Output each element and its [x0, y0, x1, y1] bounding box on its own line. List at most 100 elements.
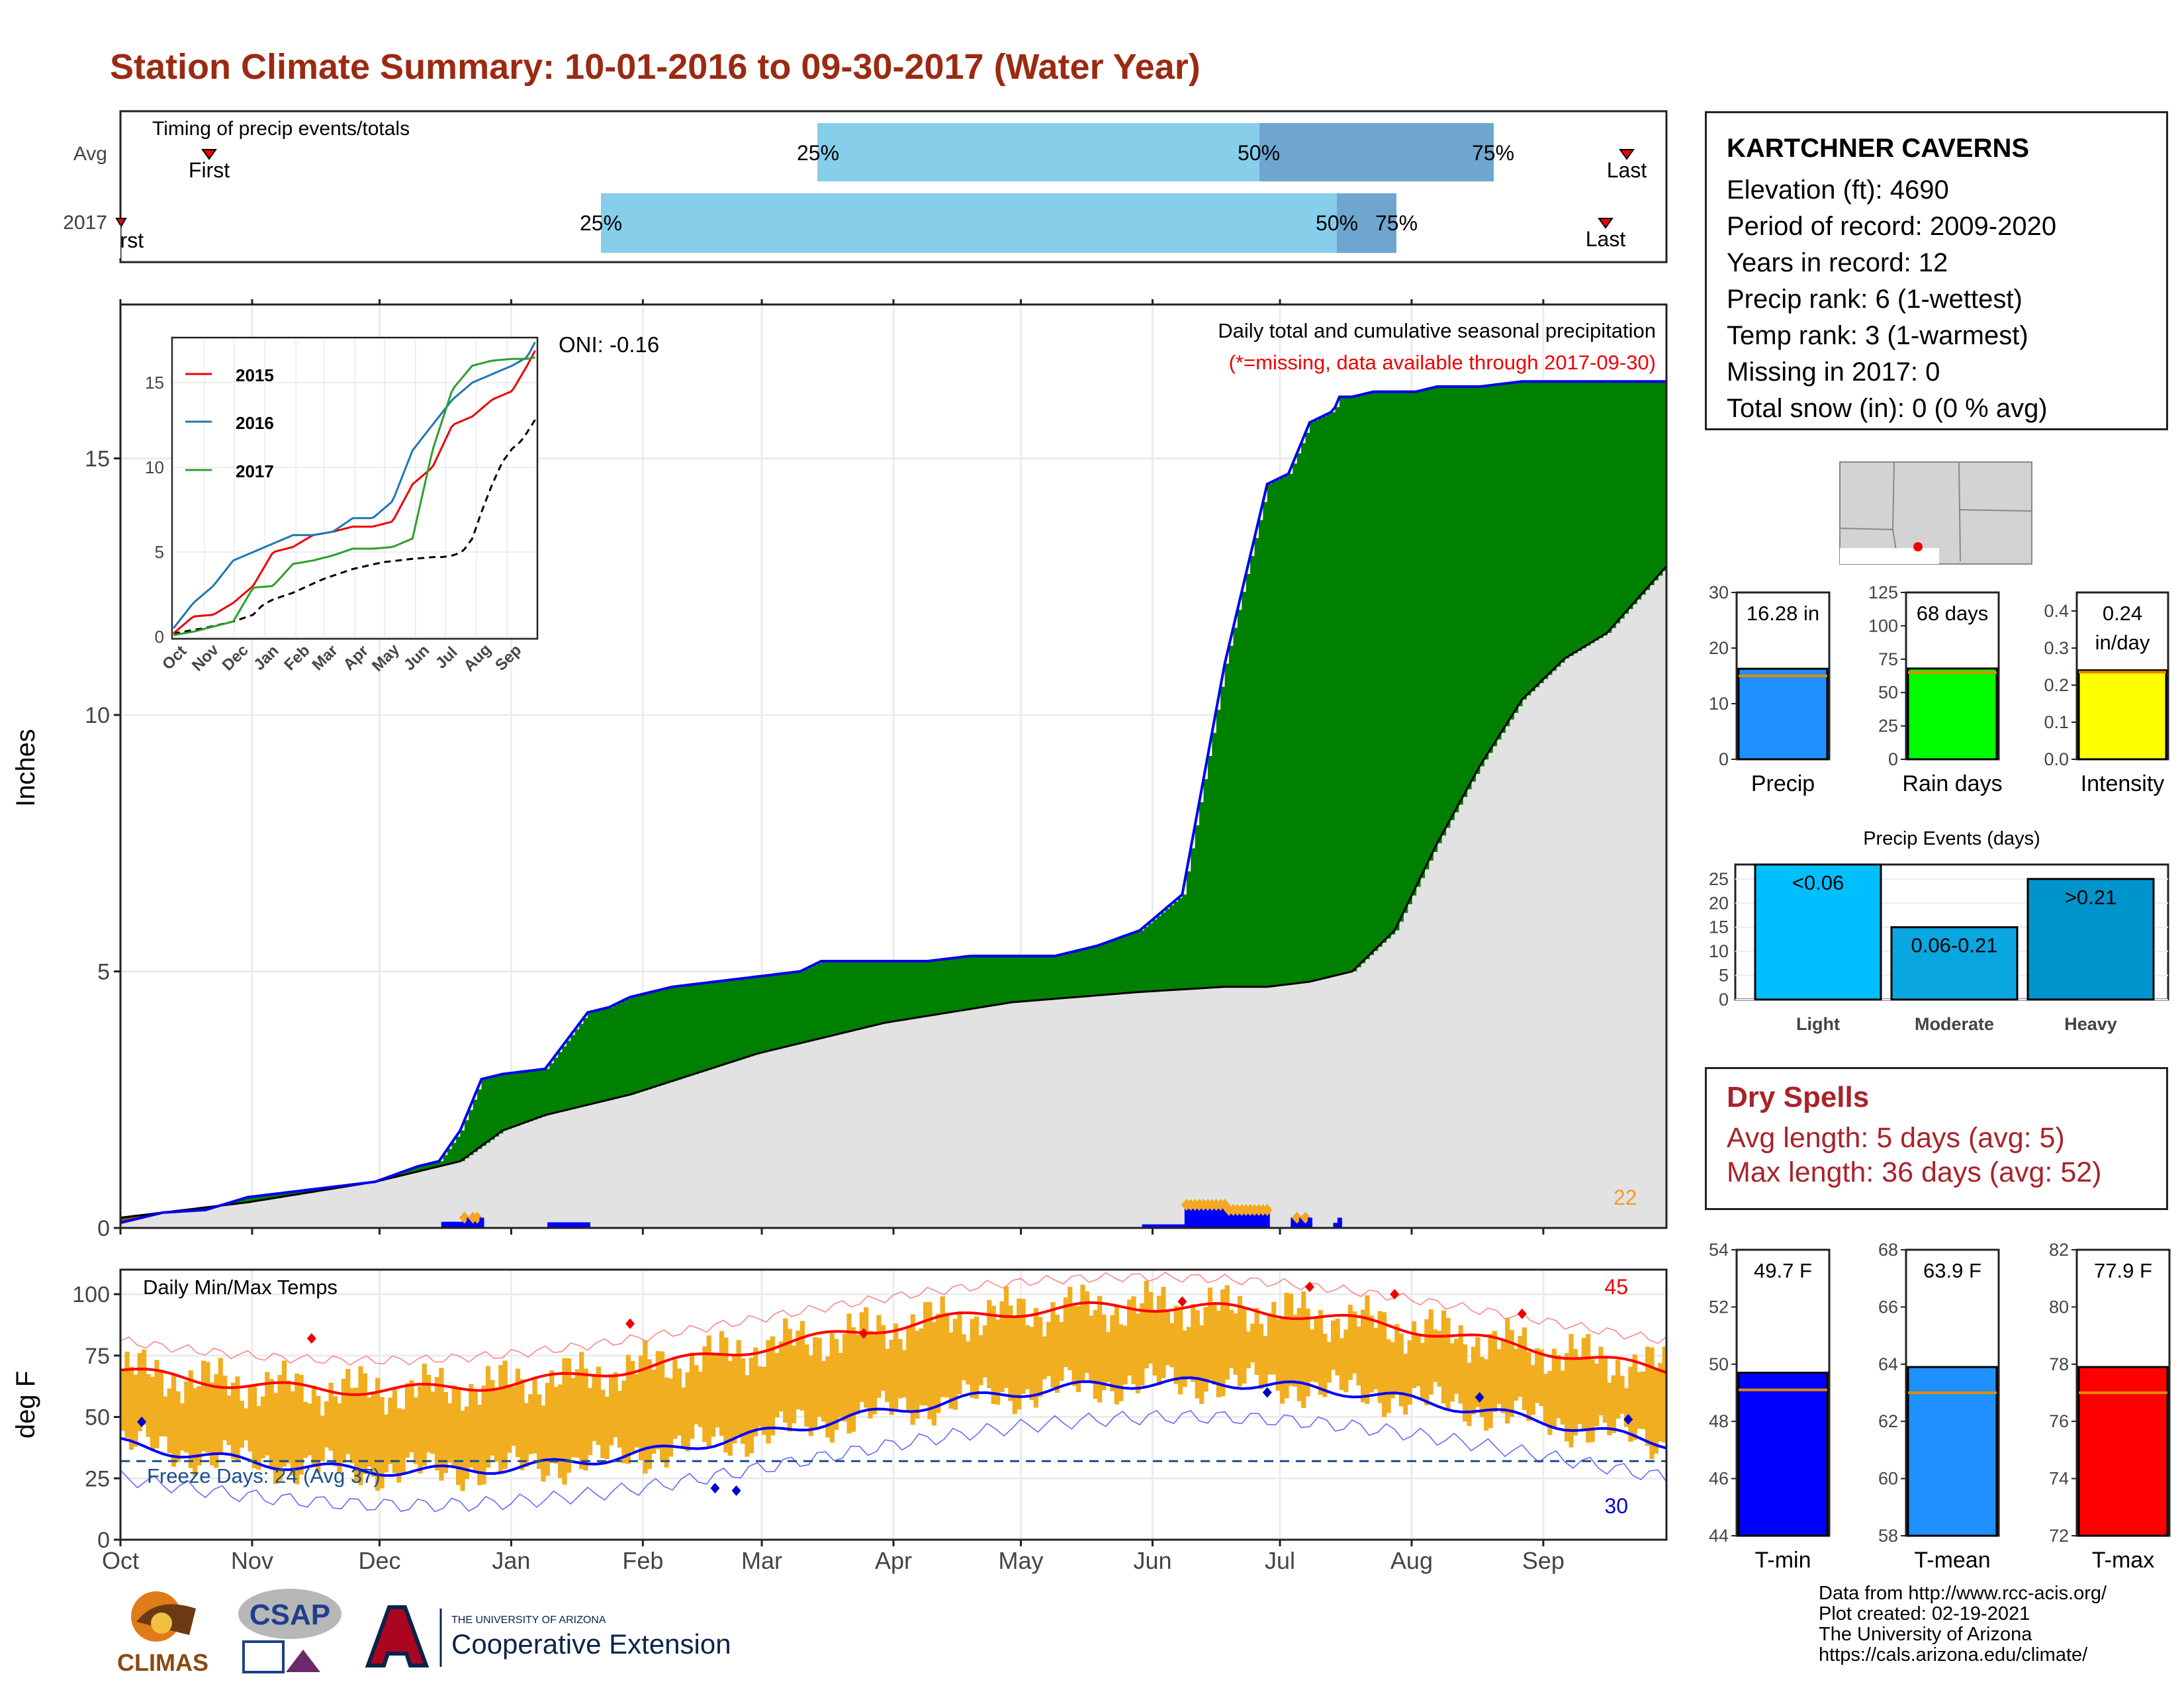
departure-fill: [676, 986, 682, 1080]
daily-temp-bar: [545, 1382, 550, 1476]
daily-temp-bar: [1590, 1359, 1595, 1442]
departure-fill: [660, 990, 665, 1086]
departure-fill: [931, 961, 936, 1015]
credit-line: Data from http://www.rcc-acis.org/: [1819, 1583, 2107, 1604]
events-bar-label: >0.21: [2065, 886, 2116, 909]
departure-fill: [1195, 825, 1200, 989]
daily-precip-bar: [1222, 1205, 1228, 1228]
daily-temp-bar: [302, 1401, 308, 1458]
departure-fill: [1471, 387, 1477, 782]
daily-temp-bar: [443, 1391, 448, 1474]
departure-fill: [426, 1164, 432, 1170]
daily-temp-bar: [834, 1338, 839, 1430]
departure-fill: [1063, 954, 1068, 998]
avg-p25-label: 25%: [797, 141, 839, 165]
daily-temp-bar: [171, 1374, 177, 1467]
daily-temp-bar: [1433, 1329, 1438, 1382]
daily-temp-bar: [855, 1334, 860, 1415]
departure-fill: [1428, 389, 1433, 861]
daily-precip-bar: [1244, 1209, 1249, 1228]
daily-precip-bar: [1163, 1224, 1168, 1228]
departure-fill: [850, 961, 856, 1031]
daily-temp-bar: [128, 1366, 134, 1450]
daily-temp-bar: [260, 1396, 265, 1459]
departure-fill: [1526, 381, 1531, 696]
daily-precip-bar: [581, 1222, 586, 1228]
month-label: Oct: [102, 1547, 139, 1574]
departure-fill: [481, 1079, 486, 1146]
daily-temp-bar: [1611, 1375, 1616, 1433]
departure-fill: [1637, 381, 1642, 600]
daily-precip-bar: [1248, 1209, 1253, 1228]
daily-temp-bar: [520, 1379, 525, 1471]
departure-fill: [439, 1161, 444, 1166]
daily-temp-bar: [991, 1305, 996, 1405]
daily-temp-bar: [698, 1372, 704, 1427]
departure-fill: [298, 1191, 304, 1194]
daily-temp-bar: [1195, 1310, 1200, 1399]
departure-fill: [1365, 393, 1370, 959]
departure-fill: [1424, 389, 1430, 870]
departure-fill: [128, 1216, 134, 1221]
departure-fill: [1093, 947, 1098, 996]
departure-fill: [1203, 778, 1208, 988]
departure-fill: [498, 1075, 504, 1134]
daily-precip-bar: [1154, 1224, 1160, 1228]
departure-fill: [1050, 956, 1056, 1000]
daily-temp-bar: [999, 1301, 1005, 1393]
daily-temp-bar: [523, 1403, 529, 1468]
mini-tick-label: 50: [1878, 682, 1898, 702]
ua-big-text: Cooperative Extension: [451, 1628, 731, 1660]
departure-fill: [447, 1149, 453, 1164]
daily-temp-bar: [460, 1411, 465, 1491]
mini-bar-Precip: [1737, 667, 1829, 761]
y2017-p25-label: 25%: [580, 211, 622, 235]
daily-temp-bar: [1326, 1342, 1332, 1383]
daily-temp-bar: [1280, 1318, 1285, 1404]
departure-fill: [706, 982, 711, 1070]
daily-precip-bar: [1252, 1209, 1257, 1228]
departure-fill: [1437, 387, 1442, 843]
daily-temp-bar: [214, 1374, 219, 1468]
departure-fill: [515, 1072, 521, 1126]
daily-temp-bar: [426, 1374, 432, 1452]
departure-fill: [1509, 383, 1514, 720]
missing-note: (*=missing, data available through 2017-…: [1229, 351, 1656, 374]
daily-temp-bar: [133, 1374, 138, 1447]
daily-temp-bar: [316, 1395, 321, 1474]
daily-precip-bar: [1291, 1217, 1296, 1228]
departure-fill: [566, 1041, 572, 1110]
departure-fill: [753, 977, 758, 1055]
departure-fill: [978, 956, 983, 1008]
daily-temp-bar: [829, 1333, 835, 1443]
departure-fill: [290, 1192, 295, 1196]
inset-legend-2016: 2016: [236, 413, 274, 433]
departure-fill: [694, 984, 699, 1074]
daily-temp-bar: [269, 1379, 274, 1470]
daily-temp-bar: [1105, 1332, 1111, 1382]
daily-temp-bar: [1577, 1358, 1582, 1425]
precip-data: [120, 380, 1668, 1228]
daily-temp-bar: [1411, 1321, 1417, 1388]
departure-fill: [570, 1035, 576, 1109]
departure-fill: [961, 957, 966, 1011]
departure-fill: [1156, 915, 1162, 991]
daily-temp-bar: [541, 1405, 546, 1482]
departure-fill: [1054, 956, 1060, 999]
departure-fill: [987, 956, 992, 1007]
daily-temp-bar: [332, 1396, 338, 1467]
record-high-marker: [859, 1328, 869, 1339]
daily-temp-bar: [600, 1389, 606, 1458]
month-label: Jun: [1133, 1547, 1171, 1574]
daily-temp-bar: [1140, 1303, 1145, 1386]
departure-fill: [558, 1052, 563, 1112]
departure-fill: [923, 961, 929, 1017]
daily-temp-bar: [375, 1378, 381, 1491]
daily-precip-bar: [1175, 1224, 1181, 1228]
departure-fill: [664, 988, 669, 1084]
departure-fill: [1611, 381, 1616, 628]
departure-fill: [1263, 502, 1268, 987]
mini-tick-label: 0.3: [2044, 638, 2069, 658]
daily-temp-bar: [702, 1346, 707, 1442]
daily-temp-bar: [1101, 1314, 1107, 1391]
